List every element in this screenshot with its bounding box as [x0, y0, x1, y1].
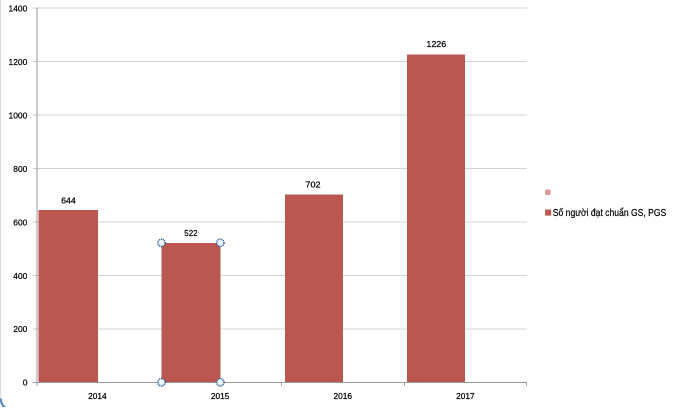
- svg-text:644: 644: [61, 196, 76, 206]
- svg-text:1400: 1400: [9, 3, 28, 13]
- svg-text:2017: 2017: [456, 391, 475, 401]
- svg-text:800: 800: [13, 164, 27, 174]
- svg-text:600: 600: [13, 217, 27, 227]
- svg-text:400: 400: [13, 271, 27, 281]
- svg-text:2014: 2014: [88, 391, 107, 401]
- svg-text:Số người đạt chuẩn GS, PGS: Số người đạt chuẩn GS, PGS: [553, 207, 667, 219]
- svg-text:702: 702: [305, 180, 320, 190]
- svg-text:2016: 2016: [334, 391, 353, 401]
- svg-text:1000: 1000: [9, 110, 28, 120]
- svg-text:1226: 1226: [426, 39, 446, 49]
- svg-text:0: 0: [23, 378, 28, 388]
- svg-text:2015: 2015: [211, 391, 230, 401]
- svg-text:522: 522: [184, 228, 197, 238]
- svg-text:200: 200: [13, 324, 27, 334]
- svg-text:1200: 1200: [9, 57, 28, 67]
